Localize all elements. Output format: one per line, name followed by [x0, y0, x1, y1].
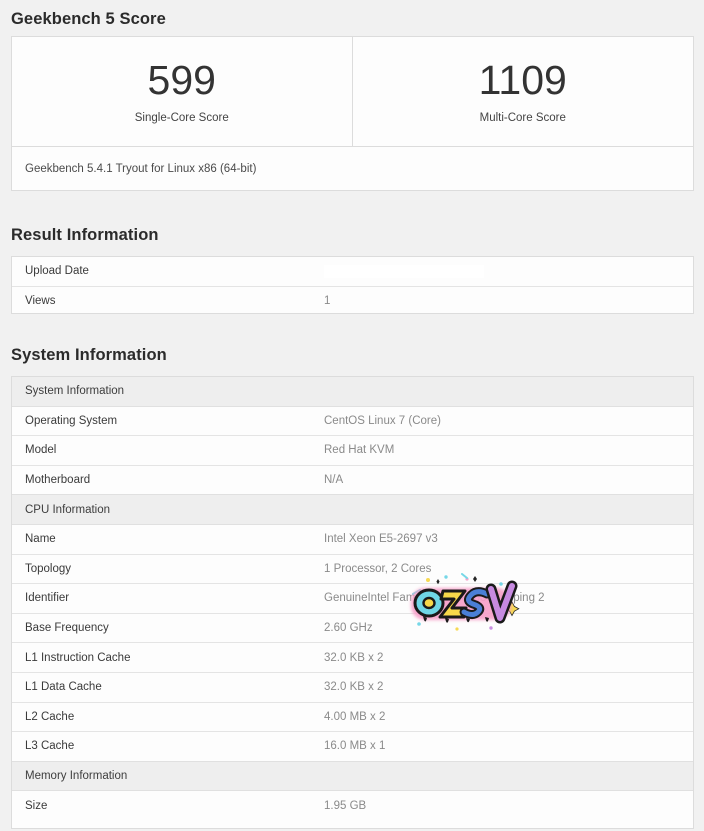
table-row-value: 16.0 MB x 1	[311, 731, 693, 762]
table-group-header-label: Memory Information	[12, 760, 311, 792]
table-group-header-row: Memory Information	[12, 760, 693, 792]
single-core-score-cell: 599 Single-Core Score	[12, 37, 353, 146]
table-row: L1 Data Cache 32.0 KB x 2	[12, 671, 693, 703]
table-row-key: Base Frequency	[12, 612, 311, 643]
single-core-score-label: Single-Core Score	[134, 111, 229, 124]
table-row-key: L2 Cache	[12, 701, 311, 732]
result-information-table: Upload Date Views 1	[12, 257, 693, 316]
table-row-value: 1 Processor, 2 Cores	[311, 553, 693, 584]
system-information-table: System Information Operating System CentOS…	[12, 377, 693, 820]
table-group-header-spacer	[311, 760, 693, 792]
redacted-value-block	[324, 264, 484, 278]
table-group-header-spacer	[311, 494, 693, 525]
table-row-key: Model	[12, 435, 311, 466]
table-row-value: 32.0 KB x 2	[311, 671, 693, 703]
table-row: Identifier GenuineIntel Family 6 Model 63…	[12, 583, 693, 614]
table-row: L1 Instruction Cache 32.0 KB x 2	[12, 642, 693, 673]
score-panel: 599 Single-Core Score 1109 Multi-Core Sc…	[11, 36, 694, 191]
table-row: Model Red Hat KVM	[12, 435, 693, 466]
multi-core-score-cell: 1109 Multi-Core Score	[353, 37, 694, 146]
table-row: Topology 1 Processor, 2 Cores	[12, 553, 693, 584]
table-group-header-spacer	[311, 377, 693, 407]
table-row-value: CentOS Linux 7 (Core)	[311, 405, 693, 436]
geekbench-version-text: Geekbench 5.4.1 Tryout for Linux x86 (64…	[25, 163, 257, 175]
table-row-key: L1 Data Cache	[12, 671, 311, 703]
table-row: Base Frequency 2.60 GHz	[12, 612, 693, 643]
table-row: L2 Cache 4.00 MB x 2	[12, 701, 693, 732]
system-section-heading: System Information	[11, 346, 167, 364]
table-row-value: 1.95 GB	[311, 790, 693, 820]
table-row: Size 1.95 GB	[12, 790, 693, 820]
table-row: Name Intel Xeon E5-2697 v3	[12, 523, 693, 555]
table-group-header-label: CPU Information	[12, 494, 311, 525]
table-row-value: 4.00 MB x 2	[311, 701, 693, 732]
single-core-score-value: 599	[147, 56, 216, 103]
table-row-value: 2.60 GHz	[311, 612, 693, 643]
table-row-key: Size	[12, 790, 311, 820]
table-row-key: L3 Cache	[12, 731, 311, 762]
table-row-key: L1 Instruction Cache	[12, 642, 311, 673]
table-group-header-row: System Information	[12, 377, 693, 407]
table-row: Motherboard N/A	[12, 464, 693, 495]
table-row: Operating System CentOS Linux 7 (Core)	[12, 405, 693, 436]
table-row: Views 1	[12, 285, 693, 316]
table-row-key: Motherboard	[12, 464, 311, 495]
table-row-key: Topology	[12, 553, 311, 584]
table-row-key: Identifier	[12, 583, 311, 614]
multi-core-score-value: 1109	[478, 56, 567, 103]
table-row-value: Red Hat KVM	[311, 435, 693, 466]
table-row-value: 32.0 KB x 2	[311, 642, 693, 673]
table-row-key: Views	[12, 285, 311, 316]
table-row-value: N/A	[311, 464, 693, 495]
table-row-value	[311, 257, 693, 286]
result-section-heading: Result Information	[11, 226, 159, 244]
table-row-value: 1	[311, 285, 693, 316]
table-group-header-row: CPU Information	[12, 494, 693, 525]
score-section-heading: Geekbench 5 Score	[11, 10, 166, 28]
table-group-header-label: System Information	[12, 377, 311, 407]
table-row: L3 Cache 16.0 MB x 1	[12, 731, 693, 762]
table-row-key: Name	[12, 523, 311, 555]
table-row-key: Upload Date	[25, 265, 89, 278]
score-grid: 599 Single-Core Score 1109 Multi-Core Sc…	[12, 37, 693, 147]
table-row-value: GenuineIntel Family 6 Model 63 Stepping …	[311, 583, 693, 614]
result-information-panel: Upload Date Views 1	[11, 256, 694, 316]
system-information-panel: System Information Operating System CentOS…	[11, 376, 694, 829]
table-row-value: Intel Xeon E5-2697 v3	[311, 523, 693, 555]
multi-core-score-label: Multi-Core Score	[479, 111, 566, 124]
table-row: Upload Date	[12, 257, 693, 286]
table-row-key: Operating System	[12, 405, 311, 436]
